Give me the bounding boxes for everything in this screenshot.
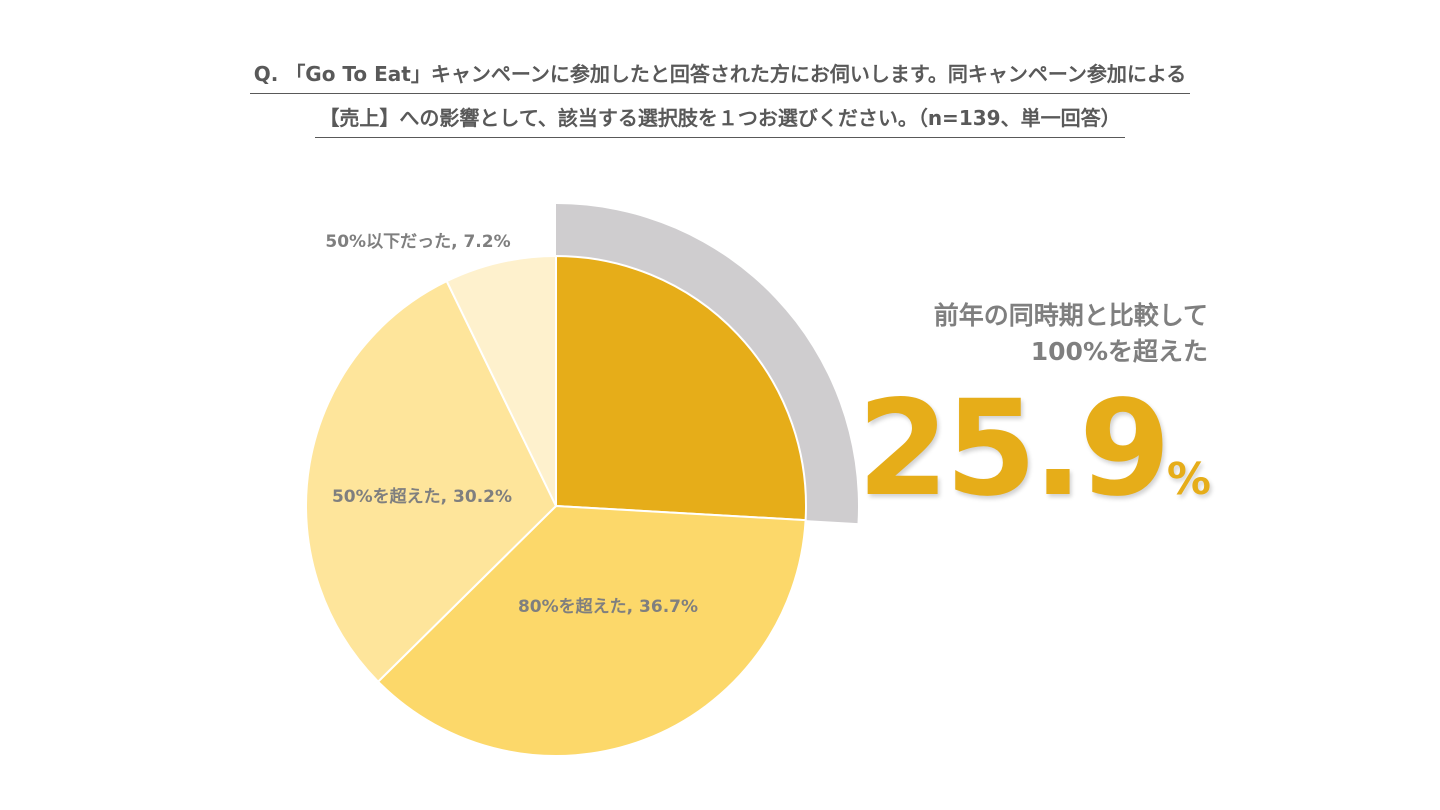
highlight-caption-line-1: 前年の同時期と比較して (933, 301, 1208, 330)
pie-slice-2 (376, 504, 807, 757)
question-header: Q. 「Go To Eat」キャンペーンに参加したと回答された方にお伺いします。… (0, 58, 1440, 138)
pie-label-4: 50%以下だった, 7.2% (325, 232, 510, 252)
question-line-2: 【売上】への影響として、該当する選択肢を１つお選びください。（n=139、単一回… (315, 102, 1125, 138)
highlight-value: 25.9 (857, 372, 1171, 526)
highlight-value-block: 25.9% (857, 372, 1211, 526)
highlight-unit: % (1166, 454, 1211, 505)
highlight-caption: 前年の同時期と比較して 100%を超えた (934, 298, 1208, 370)
pie-label-3: 50%を超えた, 30.2% (332, 486, 512, 507)
pie-slice-3 (305, 279, 558, 684)
highlight-band (556, 204, 859, 524)
pie-label-2: 80%を超えた, 36.7% (518, 596, 698, 617)
pie-slice-1 (555, 254, 807, 522)
pie-slice-4 (445, 254, 557, 507)
highlight-caption-line-2: 100%を超えた (1030, 337, 1208, 366)
